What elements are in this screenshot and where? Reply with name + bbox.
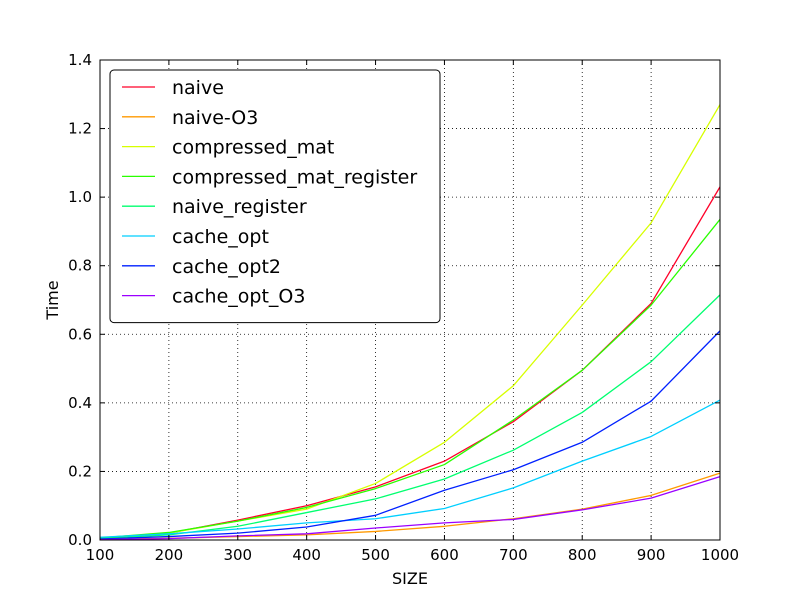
legend-box bbox=[109, 69, 441, 324]
series-line-naive-register bbox=[99, 294, 721, 540]
x-tick-labels: 100 200 300 400 500 600 700 800 900 1000 bbox=[86, 546, 739, 564]
legend-label: compressed_mat_register bbox=[172, 166, 417, 188]
plot-frame bbox=[99, 59, 721, 541]
y-tick-labels: 0.0 0.2 0.4 0.6 0.8 1.0 1.2 1.4 bbox=[68, 51, 92, 549]
x-axis-label: SIZE bbox=[392, 569, 428, 588]
legend-label: cache_opt_O3 bbox=[172, 286, 305, 308]
y-tick-label: 1.0 bbox=[68, 188, 92, 206]
y-tick-label: 1.2 bbox=[68, 120, 92, 138]
series-line-cache-opt-O3 bbox=[99, 475, 721, 541]
y-tick-label: 0.2 bbox=[68, 462, 92, 480]
series-lines bbox=[99, 104, 721, 541]
legend-label: naive-O3 bbox=[172, 107, 258, 129]
x-tick-label: 600 bbox=[430, 546, 459, 564]
series-line-cache-opt2 bbox=[99, 330, 721, 540]
x-tick-label: 400 bbox=[292, 546, 321, 564]
axis-ticks bbox=[99, 59, 721, 541]
x-tick-label: 300 bbox=[223, 546, 252, 564]
y-axis-label: Time bbox=[43, 280, 62, 320]
legend-label: compressed_mat bbox=[172, 137, 334, 159]
x-tick-label: 500 bbox=[361, 546, 390, 564]
x-tick-label: 700 bbox=[499, 546, 528, 564]
series-line-cache-opt bbox=[99, 399, 721, 538]
series-line-compressed-mat-register bbox=[99, 219, 721, 539]
x-tick-label: 200 bbox=[155, 546, 184, 564]
legend-label: naive bbox=[172, 77, 224, 99]
y-tick-label: 0.4 bbox=[68, 394, 92, 412]
y-tick-label: 0.6 bbox=[68, 325, 92, 343]
legend-label: cache_opt bbox=[172, 226, 269, 248]
y-tick-label: 0.0 bbox=[68, 531, 92, 549]
legend-label: naive_register bbox=[172, 196, 307, 218]
x-tick-label: 1000 bbox=[701, 546, 739, 564]
y-tick-label: 1.4 bbox=[68, 51, 92, 69]
x-tick-label: 800 bbox=[568, 546, 597, 564]
legend-label: cache_opt2 bbox=[172, 256, 281, 278]
legend: naive naive-O3 compressed_mat compressed_ma… bbox=[109, 69, 441, 324]
x-tick-label: 100 bbox=[86, 546, 115, 564]
y-tick-label: 0.8 bbox=[68, 257, 92, 275]
x-tick-label: 900 bbox=[637, 546, 666, 564]
